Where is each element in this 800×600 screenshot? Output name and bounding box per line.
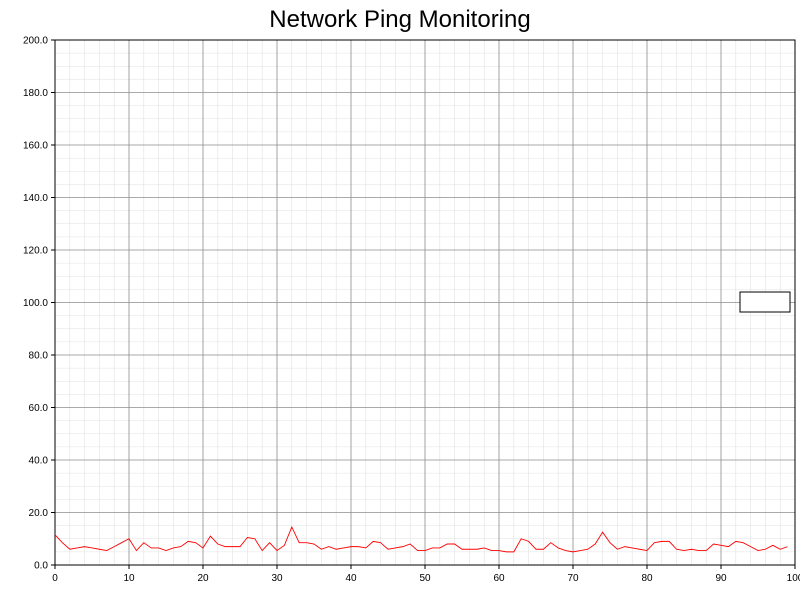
y-tick-label: 100.0 xyxy=(23,298,48,309)
x-tick-label: 50 xyxy=(419,573,431,584)
series-line xyxy=(54,525,788,553)
x-tick-label: 0 xyxy=(52,573,58,584)
y-tick-label: 0.0 xyxy=(34,561,48,572)
x-tick-label: 70 xyxy=(567,573,579,584)
y-tick-label: 180.0 xyxy=(23,88,48,99)
x-tick-label: 10 xyxy=(123,573,135,584)
y-tick-label: 140.0 xyxy=(23,193,48,204)
x-tick-label: 90 xyxy=(715,573,727,584)
y-tick-label: 60.0 xyxy=(29,403,49,414)
x-tick-label: 60 xyxy=(493,573,505,584)
x-tick-label: 20 xyxy=(197,573,209,584)
y-axis-tick-labels: 0.0 20.0 40.0 60.0 80.0 100.0 120.0 140.0 160.0 1… xyxy=(23,36,48,572)
x-tick-label: 40 xyxy=(345,573,357,584)
chart-title: Network Ping Monitoring xyxy=(269,6,531,33)
series-group xyxy=(54,525,788,553)
y-tick-label: 20.0 xyxy=(29,508,49,519)
y-tick-label: 80.0 xyxy=(29,351,49,362)
y-tick-label: 120.0 xyxy=(23,246,48,257)
x-tick-label: 100 xyxy=(787,573,800,584)
x-tick-label: 80 xyxy=(641,573,653,584)
legend-box xyxy=(739,291,791,313)
y-tick-label: 40.0 xyxy=(29,456,49,467)
axis-ticks xyxy=(51,39,796,569)
x-axis-tick-labels: 0 10 20 30 40 50 60 70 80 90 100 xyxy=(52,573,800,584)
y-tick-label: 160.0 xyxy=(23,141,48,152)
x-tick-label: 30 xyxy=(271,573,283,584)
y-tick-label: 200.0 xyxy=(23,36,48,47)
